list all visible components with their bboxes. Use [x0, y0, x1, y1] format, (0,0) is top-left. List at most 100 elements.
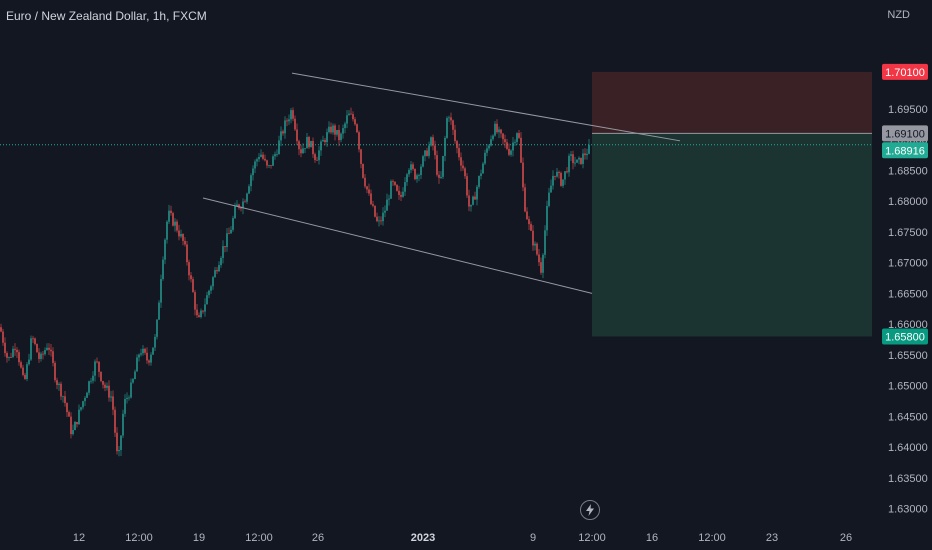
candle — [404, 177, 406, 196]
candle-body — [164, 239, 166, 260]
candle — [392, 179, 394, 186]
candle — [188, 259, 190, 281]
candle — [382, 207, 384, 226]
candle-body — [432, 137, 434, 146]
candle — [228, 227, 230, 235]
candle-body — [140, 353, 142, 355]
price-tick-label: 1.63000 — [888, 504, 928, 516]
candle-body — [574, 162, 576, 164]
candle-body — [588, 144, 590, 154]
candle-body — [388, 198, 390, 200]
candle-body — [566, 171, 568, 173]
candle-body — [426, 150, 428, 156]
candle — [556, 168, 558, 178]
candle-body — [384, 210, 386, 213]
candle — [282, 129, 284, 136]
price-tick-label: 1.65500 — [888, 350, 928, 362]
candle-body — [134, 371, 136, 380]
candle — [330, 122, 332, 135]
target-price-tag[interactable]: 1.65800 — [882, 328, 928, 345]
candle — [160, 274, 162, 308]
candle — [254, 159, 256, 174]
candle-body — [310, 140, 312, 148]
candle — [186, 241, 188, 266]
candle-body — [454, 129, 456, 142]
price-axis[interactable] — [872, 0, 932, 550]
candle — [362, 163, 364, 179]
candle — [4, 337, 6, 357]
candle-body — [88, 381, 90, 393]
candle-body — [232, 218, 234, 230]
candle — [18, 349, 20, 366]
current-price-tag[interactable]: 1.68916 — [882, 142, 928, 159]
lower-channel-trendline[interactable] — [202, 197, 593, 294]
candle-body — [328, 126, 330, 133]
upper-channel-trendline[interactable] — [291, 72, 681, 142]
candle-body — [56, 380, 58, 385]
candle-body — [180, 234, 182, 237]
candle — [506, 138, 508, 151]
candle-body — [452, 120, 454, 130]
candle — [198, 312, 200, 318]
candle-body — [382, 212, 384, 222]
candle — [580, 157, 582, 166]
price-tick-label: 1.68500 — [888, 165, 928, 177]
candle — [50, 344, 52, 357]
candle-body — [334, 125, 336, 135]
candle — [394, 181, 396, 187]
candle-body — [468, 195, 470, 207]
candle — [120, 435, 122, 456]
candle — [280, 126, 282, 147]
candle-body — [2, 331, 4, 343]
candle — [560, 171, 562, 187]
candle — [378, 216, 380, 227]
candle-body — [6, 353, 8, 358]
candle-body — [296, 129, 298, 142]
candle-body — [62, 396, 64, 398]
candle-body — [146, 352, 148, 361]
candle — [356, 123, 358, 134]
symbol-title[interactable]: Euro / New Zealand Dollar, 1h, FXCM — [6, 9, 207, 23]
candle — [180, 229, 182, 239]
candle-body — [40, 353, 42, 359]
candle — [540, 257, 542, 275]
entry-price-tag[interactable]: 1.69100 — [882, 125, 928, 142]
candle-body — [360, 149, 362, 164]
stop-price-tag[interactable]: 1.70100 — [882, 63, 928, 80]
candle — [372, 200, 374, 208]
candle-body — [438, 174, 440, 178]
candle-body — [240, 207, 242, 209]
candle — [302, 143, 304, 154]
candle-body — [372, 204, 374, 206]
candle — [582, 148, 584, 169]
candle — [420, 164, 422, 180]
candle — [244, 199, 246, 203]
candle-body — [464, 168, 466, 177]
candle — [222, 240, 224, 264]
candle — [476, 185, 478, 206]
candle-body — [490, 139, 492, 146]
candle — [544, 225, 546, 259]
candle — [136, 354, 138, 372]
candle — [348, 110, 350, 116]
candle-body — [412, 164, 414, 169]
stop-loss-zone[interactable] — [592, 71, 872, 134]
candle — [2, 328, 4, 346]
candle-body — [398, 190, 400, 195]
candle — [100, 371, 102, 383]
candle-body — [586, 153, 588, 156]
candle — [256, 157, 258, 167]
profit-target-zone[interactable] — [592, 133, 872, 337]
candle-body — [230, 229, 232, 234]
candle — [218, 261, 220, 272]
candle — [162, 256, 164, 281]
candle-body — [102, 381, 104, 385]
candle — [308, 135, 310, 150]
candle-body — [450, 117, 452, 121]
candle — [494, 120, 496, 137]
candle — [390, 179, 392, 200]
replay-button[interactable] — [580, 500, 600, 520]
candle — [274, 151, 276, 160]
